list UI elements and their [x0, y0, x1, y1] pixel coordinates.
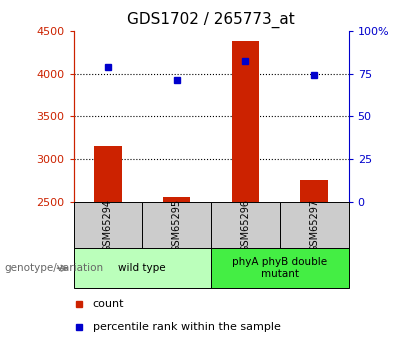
Bar [211, 248, 349, 288]
Text: phyA phyB double
mutant: phyA phyB double mutant [232, 257, 327, 279]
Text: percentile rank within the sample: percentile rank within the sample [93, 322, 281, 332]
Bar [280, 202, 349, 248]
Text: GSM65296: GSM65296 [240, 199, 250, 252]
Bar [163, 197, 190, 202]
Bar [74, 202, 142, 248]
Text: count: count [93, 299, 124, 309]
Bar [300, 180, 328, 202]
Text: GSM65295: GSM65295 [172, 199, 182, 252]
Text: genotype/variation: genotype/variation [4, 263, 103, 273]
Text: GSM65294: GSM65294 [103, 199, 113, 252]
Bar [142, 202, 211, 248]
Text: GSM65297: GSM65297 [309, 199, 319, 252]
Bar [74, 248, 211, 288]
Text: wild type: wild type [118, 263, 166, 273]
Bar [232, 41, 259, 202]
Title: GDS1702 / 265773_at: GDS1702 / 265773_at [127, 12, 295, 28]
Bar [211, 202, 280, 248]
Bar [94, 146, 122, 202]
